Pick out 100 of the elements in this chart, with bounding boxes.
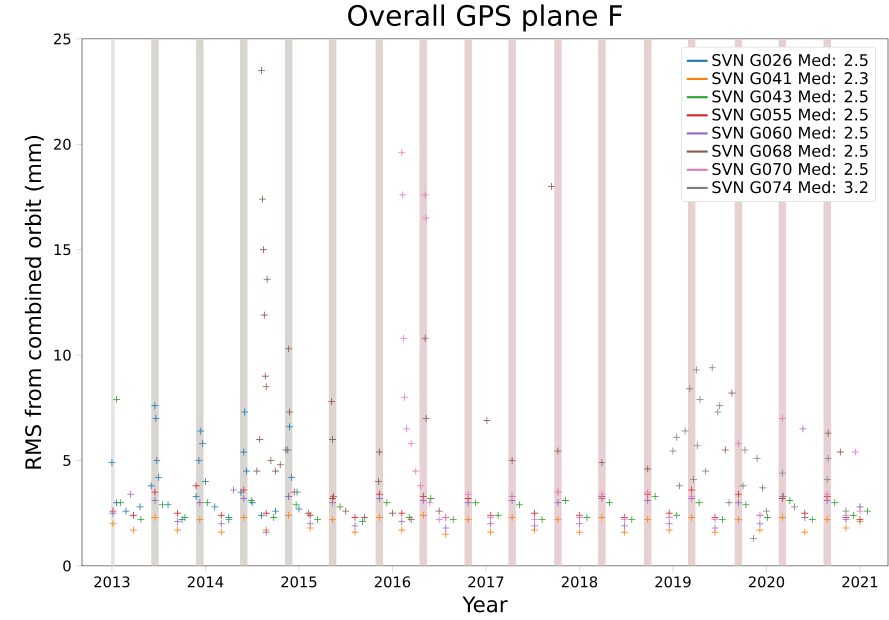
x-axis-title: Year [462, 596, 508, 612]
point [758, 484, 767, 492]
point [402, 425, 410, 433]
point [288, 474, 296, 482]
point [576, 520, 584, 528]
point [272, 507, 280, 516]
point [823, 496, 832, 504]
point [669, 447, 677, 455]
point [762, 507, 770, 516]
point [108, 509, 117, 518]
point [267, 456, 275, 464]
point [147, 482, 156, 490]
legend-label: SVN G070 Med: 2.5 [712, 162, 868, 176]
point [151, 488, 159, 496]
point [262, 509, 270, 518]
point [256, 436, 264, 444]
point [398, 191, 407, 199]
legend-label: SVN G074 Med: 3.2 [712, 180, 868, 194]
x-tick-label: 2018 [562, 576, 598, 588]
point [778, 514, 786, 522]
point [530, 522, 538, 530]
point [261, 372, 270, 380]
point [306, 520, 314, 528]
point [248, 498, 256, 507]
point [375, 514, 384, 522]
point [195, 456, 203, 464]
point [644, 496, 652, 504]
point [382, 498, 391, 507]
point [210, 503, 219, 511]
point [247, 496, 256, 504]
point [741, 446, 749, 454]
point [217, 511, 226, 520]
point [554, 498, 562, 507]
point [690, 476, 698, 484]
point [286, 422, 294, 431]
point [126, 490, 134, 498]
point [272, 467, 280, 475]
point [196, 427, 205, 435]
point [400, 393, 408, 402]
point [122, 507, 130, 516]
point [734, 516, 742, 524]
point [154, 474, 163, 482]
point [753, 454, 761, 462]
point [435, 507, 444, 516]
point [421, 334, 430, 342]
point [276, 460, 284, 469]
point [252, 467, 261, 475]
point [692, 366, 700, 374]
point [295, 505, 303, 513]
point [778, 414, 786, 422]
point [486, 520, 494, 528]
point [708, 364, 716, 372]
point [830, 498, 839, 507]
point [351, 522, 359, 530]
point [358, 518, 366, 526]
point [192, 492, 200, 500]
point [530, 509, 538, 518]
point [676, 482, 684, 490]
point [530, 516, 538, 524]
point [696, 396, 704, 404]
point [464, 498, 472, 507]
point [242, 467, 250, 475]
point [644, 516, 652, 524]
point [508, 456, 516, 464]
point [598, 458, 606, 467]
point [483, 416, 491, 424]
point [192, 482, 200, 490]
y-tick-label: 0 [63, 560, 71, 572]
point [651, 492, 660, 500]
point [672, 511, 681, 520]
legend-label: SVN G055 Med: 2.5 [712, 108, 868, 121]
point [419, 496, 428, 504]
point [292, 500, 300, 509]
point [258, 511, 266, 520]
point [665, 514, 674, 522]
chart-title: Overall GPS plane F [348, 4, 622, 32]
point [554, 447, 562, 455]
point [824, 454, 832, 462]
point [548, 182, 556, 190]
point [152, 456, 161, 464]
point [328, 436, 336, 444]
point [388, 509, 396, 518]
point [400, 334, 408, 342]
point [240, 486, 248, 494]
point [598, 514, 606, 522]
point [449, 516, 458, 524]
point [790, 503, 798, 511]
point [734, 498, 742, 507]
legend-label: SVN G041 Med: 2.3 [712, 72, 868, 84]
point [198, 440, 206, 448]
x-tick-label: 2014 [188, 576, 224, 588]
y-axis-title: RMS from combined orbit (mm) [24, 136, 44, 469]
point [137, 516, 145, 524]
point [360, 514, 368, 522]
point [426, 494, 435, 502]
x-tick-label: 2016 [374, 576, 410, 588]
point [328, 516, 336, 524]
point [419, 511, 428, 520]
y-tick-label: 20 [54, 138, 71, 150]
point [351, 514, 359, 522]
